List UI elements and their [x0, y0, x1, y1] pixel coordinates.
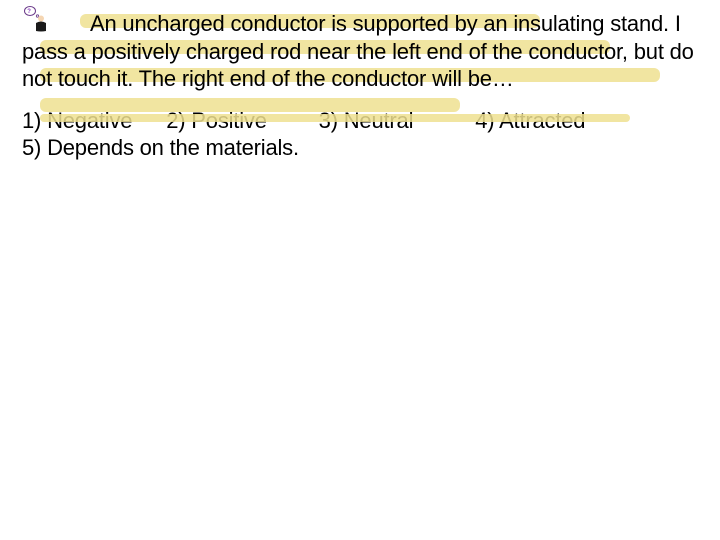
- highlight-stroke: [40, 114, 630, 122]
- slide-container: ? An uncharged conductor is supported by…: [0, 0, 720, 162]
- highlight-stroke: [40, 98, 460, 112]
- question-block: An uncharged conductor is supported by a…: [22, 10, 698, 93]
- question-text: An uncharged conductor is supported by a…: [22, 10, 698, 93]
- options-line-2: 5) Depends on the materials.: [22, 134, 698, 162]
- option-5: 5) Depends on the materials.: [22, 135, 299, 160]
